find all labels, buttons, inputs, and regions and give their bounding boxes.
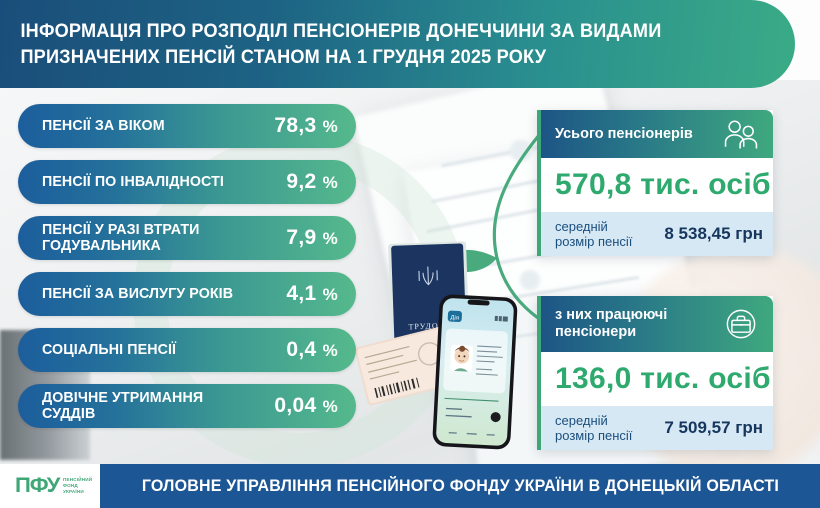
list-item[interactable]: Пенсії у разі втрати годувальника 7,9 %	[18, 216, 356, 260]
pill-value: 4,1 %	[286, 282, 338, 305]
id-card	[354, 326, 457, 406]
pfu-logo: ПФУ Пенсійний фонд України	[0, 464, 100, 508]
pfu-logo-mark: ПФУ	[14, 474, 60, 497]
pill-value: 78,3 %	[274, 114, 338, 137]
page-title-line-1: Інформація про розподіл пенсіонерів Доне…	[20, 20, 662, 42]
average-pension-label: середній розмір пенсії	[555, 413, 633, 443]
percent-sign: %	[322, 229, 338, 248]
pill-label: Довічне утримання суддів	[42, 389, 204, 422]
stat-card-value: 570,8 тис. осіб	[541, 158, 773, 212]
footer-bar: Головне управління Пенсійного фонду Укра…	[100, 464, 820, 508]
percent-sign: %	[322, 117, 338, 136]
two-people-icon	[724, 120, 758, 149]
labour-book-line-1: ТРУДОВА	[408, 321, 451, 331]
stat-card-title: з них працюючі пенсіонери	[555, 307, 668, 340]
average-pension-label: середній розмір пенсії	[555, 219, 633, 249]
background-spot	[510, 140, 532, 162]
list-item[interactable]: Довічне утримання суддів 0,04 %	[18, 384, 356, 428]
stat-card-working-pensioners: з них працюючі пенсіонери 136,0 тис. осі…	[537, 296, 773, 450]
list-item[interactable]: Пенсії за віком 78,3 %	[18, 104, 356, 148]
footer-organisation-name: Головне управління Пенсійного фонду Укра…	[141, 476, 779, 495]
footer: ПФУ Пенсійний фонд України Головне управ…	[0, 464, 820, 508]
percent-sign: %	[322, 397, 338, 416]
pill-value: 0,04 %	[274, 394, 338, 417]
pill-label: Пенсії за віком	[42, 117, 165, 134]
pfu-logo-subtitle: Пенсійний фонд України	[62, 477, 93, 494]
stat-card-average: середній розмір пенсії 7 509,57 грн	[541, 406, 773, 450]
list-item[interactable]: Соціальні пенсії 0,4 %	[18, 328, 356, 372]
briefcase-icon	[726, 309, 756, 339]
documents-and-phone-illustration: ТРУДОВА КНИЖКА Дія	[354, 241, 518, 450]
percent-sign: %	[322, 341, 338, 360]
average-pension-value: 8 538,45 грн	[664, 224, 763, 243]
page-header-banner: Інформація про розподіл пенсіонерів Доне…	[0, 0, 795, 88]
page-title-line-2: призначених пенсій станом на 1 грудня 20…	[20, 46, 547, 68]
pension-type-list: Пенсії за віком 78,3 % Пенсії по інвалід…	[18, 104, 358, 440]
percent-sign: %	[322, 285, 338, 304]
pill-label: Пенсії за вислугу років	[42, 285, 234, 302]
stat-card-header: з них працюючі пенсіонери	[541, 296, 773, 352]
avatar	[453, 345, 470, 372]
pill-label: Пенсії по інвалідності	[42, 173, 224, 190]
page-title: Інформація про розподіл пенсіонерів Доне…	[0, 18, 699, 70]
diia-app-label: Дія	[450, 315, 459, 321]
list-item[interactable]: Пенсії за вислугу років 4,1 %	[18, 272, 356, 316]
stat-card-total-pensioners: Усього пенсіонерів 570,8 тис. осіб серед…	[537, 110, 773, 256]
stat-card-header: Усього пенсіонерів	[541, 110, 773, 158]
stat-card-value: 136,0 тис. осіб	[541, 352, 773, 406]
percent-sign: %	[322, 173, 338, 192]
pill-value: 9,2 %	[286, 170, 338, 193]
pill-value: 7,9 %	[286, 226, 338, 249]
pill-label: Пенсії у разі втрати годувальника	[42, 221, 200, 254]
pill-label: Соціальні пенсії	[42, 341, 177, 358]
stat-card-title: Усього пенсіонерів	[555, 125, 693, 142]
pill-value: 0,4 %	[286, 338, 338, 361]
list-item[interactable]: Пенсії по інвалідності 9,2 %	[18, 160, 356, 204]
smartphone-diia-app: Дія	[432, 294, 518, 450]
average-pension-value: 7 509,57 грн	[664, 418, 763, 437]
stat-card-average: середній розмір пенсії 8 538,45 грн	[541, 212, 773, 256]
